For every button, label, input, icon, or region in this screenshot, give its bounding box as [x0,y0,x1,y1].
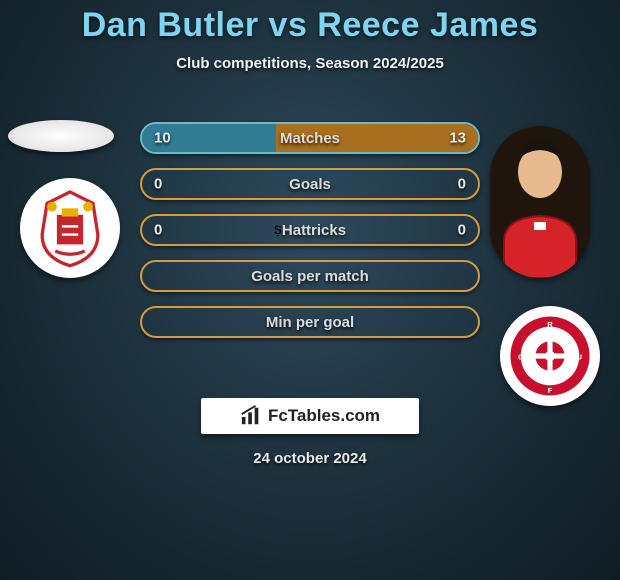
stat-label: Hattricks [282,222,346,239]
subtitle: Club competitions, Season 2024/2025 [0,55,620,72]
stat-label: Matches [280,130,340,147]
svg-text:R: R [547,320,553,329]
brand-chart-icon [240,405,262,427]
svg-text:U: U [576,352,582,361]
right-player-avatar [490,126,590,278]
stat-row-matches: 10 Matches 13 [140,122,480,154]
stat-row-gpm: Goals per match [140,260,480,292]
left-player-avatar [8,120,114,152]
stat-row-goals: 0 Goals 0 [140,168,480,200]
crest-left-icon [29,187,111,269]
stat-left-value: 0 [154,176,162,193]
left-club-crest [20,178,120,278]
stat-left-value: 10 [154,130,171,147]
stat-right-value: 13 [449,130,466,147]
stat-left-value: 0 [154,222,162,239]
stat-row-mpg: Min per goal [140,306,480,338]
stat-label: Min per goal [266,314,354,331]
stat-right-value: 0 [458,176,466,193]
brand-badge: FcTables.com [201,398,419,434]
right-club-crest: R U F C [500,306,600,406]
stat-label: Goals per match [251,268,369,285]
crest-right-icon: R U F C [507,313,593,399]
svg-text:C: C [518,352,524,361]
stats-rows: 10 Matches 13 0 Goals 0 0 ṣ Hattricks 0 … [140,122,480,352]
brand-label: FcTables.com [268,406,380,426]
stat-right-value: 0 [458,222,466,239]
date-text: 24 october 2024 [0,450,620,467]
stat-label: Goals [289,176,331,193]
stat-row-hattricks: 0 ṣ Hattricks 0 [140,214,480,246]
svg-text:F: F [548,386,553,395]
page-title: Dan Butler vs Reece James [0,0,620,45]
